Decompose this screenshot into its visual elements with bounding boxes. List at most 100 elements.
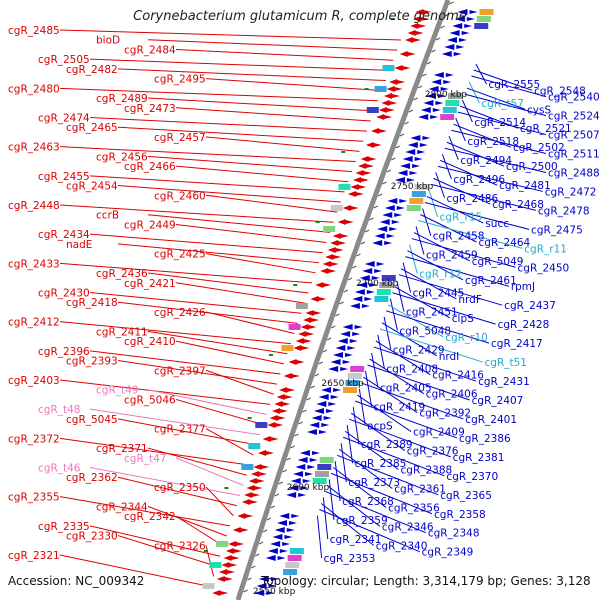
scale-labels: 2800 kbp 2750 kbp 2700 kbp 2650 kbp 2600 kbp…: [253, 90, 468, 597]
left-gene-arrow: [376, 114, 393, 120]
left-leader-line: [59, 29, 401, 41]
right-feature-box: [312, 478, 327, 484]
left-leader-line: [205, 545, 215, 577]
left-leader-line: [117, 535, 218, 567]
right-leader-line: [392, 292, 496, 325]
right-leader-line: [357, 394, 412, 433]
left-gene-arrow: [228, 541, 245, 547]
left-label: ccrB: [96, 210, 119, 222]
left-label: cgR_2473: [124, 103, 176, 115]
right-gene-arrow: [431, 79, 452, 85]
right-leader-line: [396, 280, 405, 312]
right-gene-arrow: [457, 9, 478, 15]
left-gene-arrow: [253, 464, 270, 470]
right-leader-line: [437, 165, 543, 192]
right-leader-line: [466, 87, 526, 110]
right-gene-arrow: [295, 464, 316, 470]
right-leader-line: [386, 310, 490, 344]
right-gene-arrow: [286, 492, 307, 498]
right-gene-arrow: [349, 303, 370, 309]
scale-tick: [364, 229, 370, 233]
right-gene-arrow: [288, 485, 309, 491]
left-gene-arrow: [219, 569, 236, 575]
scale-tick: [243, 589, 248, 593]
scale-label: 2550 kbp: [253, 587, 296, 597]
left-leader-line: [147, 447, 247, 476]
left-gene-arrow: [274, 401, 291, 407]
left-label: cgR_t46: [38, 463, 81, 475]
left-label: cgR_2474: [38, 113, 90, 125]
scale-tick: [262, 529, 268, 533]
left-leader-line: [147, 272, 309, 294]
left-gene-arrow: [347, 191, 364, 197]
right-label: cgR_2368: [342, 496, 394, 508]
right-label: cgR_2461: [465, 275, 517, 287]
right-label: cgR_2502: [513, 142, 565, 154]
right-label: cgR_r11: [524, 243, 567, 255]
right-leader-line: [371, 352, 379, 388]
left-leader-line: [175, 282, 305, 304]
right-label: nrdI: [439, 351, 460, 363]
right-leader-line: [377, 334, 385, 369]
right-leader-line: [439, 159, 498, 186]
right-leader-line: [441, 154, 452, 179]
left-leader-line: [205, 486, 234, 517]
left-label: cgR_t48: [38, 404, 80, 416]
left-gene-arrow: [223, 555, 240, 561]
left-gene-arrow: [370, 128, 387, 134]
left-leader-line: [59, 437, 251, 466]
right-leader-line: [337, 454, 439, 496]
right-label: rpmJ: [511, 281, 535, 293]
right-leader-line: [455, 117, 466, 142]
right-label: cgR_2548: [534, 85, 586, 97]
left-label: bioD: [96, 35, 120, 47]
left-gene-arrow: [330, 240, 347, 246]
right-gene-arrow: [418, 114, 439, 120]
right-leader-line: [453, 123, 512, 148]
right-leader-line: [457, 111, 547, 136]
left-label: nadE: [66, 239, 92, 251]
right-feature-box: [319, 457, 334, 463]
scale-tick: [286, 457, 291, 461]
genome-backbone-arc: [235, 0, 451, 600]
scale-tick: [360, 241, 366, 245]
left-gene-arrow: [225, 548, 242, 554]
right-label: cgR_2521: [520, 123, 572, 135]
feature-marker: [341, 151, 346, 153]
right-feature-box: [414, 184, 429, 190]
left-label: cgR_2484: [124, 44, 176, 56]
right-gene-arrow: [274, 527, 295, 533]
left-label: cgR_2397: [154, 365, 206, 377]
left-gene-arrow: [407, 30, 424, 36]
left-label: cgR_2335: [38, 521, 90, 533]
scale-tick: [417, 85, 423, 89]
right-label: cgR_2408: [386, 363, 438, 375]
right-gene-arrow: [270, 541, 291, 547]
left-gene-arrow: [269, 415, 286, 421]
right-leader-line: [388, 304, 444, 338]
left-feature-box: [330, 205, 343, 211]
left-gene-arrow: [322, 261, 339, 267]
right-label: cgR_2478: [538, 205, 590, 217]
left-leader-line: [89, 292, 302, 314]
right-gene-arrow: [410, 135, 431, 141]
left-gene-arrow: [352, 177, 369, 183]
left-label: cgR_2350: [154, 482, 206, 494]
left-leader-line: [175, 107, 371, 122]
left-feature-box: [202, 583, 215, 589]
right-leader-line: [475, 63, 487, 85]
right-leader-line: [332, 466, 387, 508]
scale-label: 2700 kbp: [356, 279, 399, 289]
right-gene-arrow: [400, 163, 421, 169]
left-gene-arrow: [276, 394, 293, 400]
right-label: cgR_2431: [478, 376, 530, 388]
left-leader-line: [59, 554, 211, 588]
right-leader-line: [464, 93, 547, 117]
right-label: cgR_2392: [419, 408, 471, 420]
right-label: cgR_2409: [413, 427, 465, 439]
left-leader-line: [117, 68, 386, 81]
right-label: cgR_2341: [330, 534, 382, 546]
left-leader-line: [117, 418, 257, 446]
right-leader-lines: [316, 63, 547, 559]
scale-tick: [343, 289, 349, 293]
